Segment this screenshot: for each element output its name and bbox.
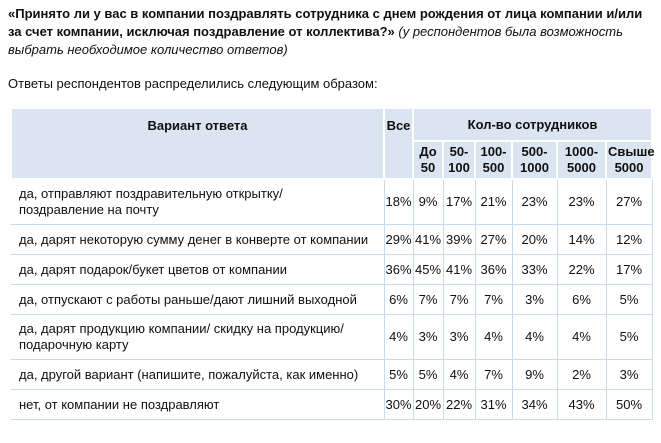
column-header-size-under-50: До 50 (412, 140, 444, 180)
cell-value: 17% (605, 254, 653, 285)
cell-value: 39% (442, 224, 476, 255)
cell-value: 31% (474, 389, 513, 420)
cell-value: 21% (474, 178, 513, 225)
cell-value: 20% (511, 224, 558, 255)
answer-option-label: да, дарят некоторую сумму денег в конвер… (11, 224, 385, 255)
cell-value: 36% (474, 254, 513, 285)
cell-value: 17% (442, 178, 476, 225)
column-header-size-50-100: 50-100 (442, 140, 476, 180)
cell-all: 5% (383, 359, 414, 390)
cell-value: 7% (474, 284, 513, 315)
answer-option-label: да, дарят продукцию компании/ скидку на … (11, 314, 385, 360)
answer-option-label: да, отправляют поздравительную открытку/… (11, 178, 385, 225)
cell-value: 3% (412, 314, 444, 360)
cell-value: 3% (605, 359, 653, 390)
cell-value: 45% (412, 254, 444, 285)
cell-value: 20% (412, 389, 444, 420)
cell-all: 6% (383, 284, 414, 315)
cell-all: 18% (383, 178, 414, 225)
cell-value: 33% (511, 254, 558, 285)
cell-value: 41% (442, 254, 476, 285)
cell-value: 9% (511, 359, 558, 390)
survey-question-text: «Принято ли у вас в компании поздравлять… (8, 6, 643, 39)
cell-value: 22% (556, 254, 607, 285)
table-row: да, дарят продукцию компании/ скидку на … (11, 314, 653, 360)
cell-value: 27% (474, 224, 513, 255)
survey-question: «Принято ли у вас в компании поздравлять… (8, 5, 653, 59)
column-header-employee-count: Кол-во сотрудников (411, 107, 654, 142)
table-header: Вариант ответа Все Кол-во сотрудников До… (10, 107, 655, 180)
column-header-variant: Вариант ответа (10, 107, 385, 180)
cell-all: 29% (383, 224, 414, 255)
cell-value: 7% (474, 359, 513, 390)
table-row: да, дарят подарок/букет цветов от компан… (11, 254, 653, 285)
cell-all: 4% (383, 314, 414, 360)
results-table: Вариант ответа Все Кол-во сотрудников До… (10, 107, 655, 420)
cell-value: 4% (556, 314, 607, 360)
table-row: да, дарят некоторую сумму денег в конвер… (11, 224, 653, 255)
cell-value: 23% (556, 178, 607, 225)
column-header-all: Все (383, 107, 414, 180)
cell-value: 2% (556, 359, 607, 390)
cell-value: 43% (556, 389, 607, 420)
cell-value: 5% (412, 359, 444, 390)
column-header-size-100-500: 100-500 (474, 140, 513, 180)
cell-value: 50% (605, 389, 653, 420)
cell-value: 3% (511, 284, 558, 315)
column-header-size-1000-5000: 1000-5000 (556, 140, 607, 180)
cell-value: 9% (412, 178, 444, 225)
answer-option-label: нет, от компании не поздравляют (11, 389, 385, 420)
cell-value: 14% (556, 224, 607, 255)
cell-value: 5% (605, 314, 653, 360)
cell-value: 12% (605, 224, 653, 255)
cell-value: 5% (605, 284, 653, 315)
column-header-size-500-1000: 500-1000 (511, 140, 558, 180)
answer-option-label: да, дарят подарок/букет цветов от компан… (11, 254, 385, 285)
table-row: да, отправляют поздравительную открытку/… (11, 178, 653, 225)
table-body: да, отправляют поздравительную открытку/… (11, 178, 653, 420)
table-row: да, отпускают с работы раньше/дают лишни… (11, 284, 653, 315)
cell-value: 23% (511, 178, 558, 225)
cell-value: 27% (605, 178, 653, 225)
answer-option-label: да, другой вариант (напишите, пожалуйста… (11, 359, 385, 390)
cell-value: 4% (442, 359, 476, 390)
cell-value: 7% (412, 284, 444, 315)
cell-value: 41% (412, 224, 444, 255)
cell-value: 6% (556, 284, 607, 315)
cell-all: 36% (383, 254, 414, 285)
table-row: да, другой вариант (напишите, пожалуйста… (11, 359, 653, 390)
survey-question-note: (у респондентов была возможность выбрать… (8, 24, 623, 57)
column-header-size-over-5000: Свыше 5000 (604, 140, 655, 180)
cell-value: 3% (442, 314, 476, 360)
cell-value: 4% (474, 314, 513, 360)
intro-text: Ответы респондентов распределились следу… (8, 76, 378, 91)
cell-value: 22% (442, 389, 476, 420)
answer-option-label: да, отпускают с работы раньше/дают лишни… (11, 284, 385, 315)
table-row: нет, от компании не поздравляют 30% 20% … (11, 389, 653, 420)
cell-value: 34% (511, 389, 558, 420)
cell-value: 7% (442, 284, 476, 315)
cell-all: 30% (383, 389, 414, 420)
cell-value: 4% (511, 314, 558, 360)
